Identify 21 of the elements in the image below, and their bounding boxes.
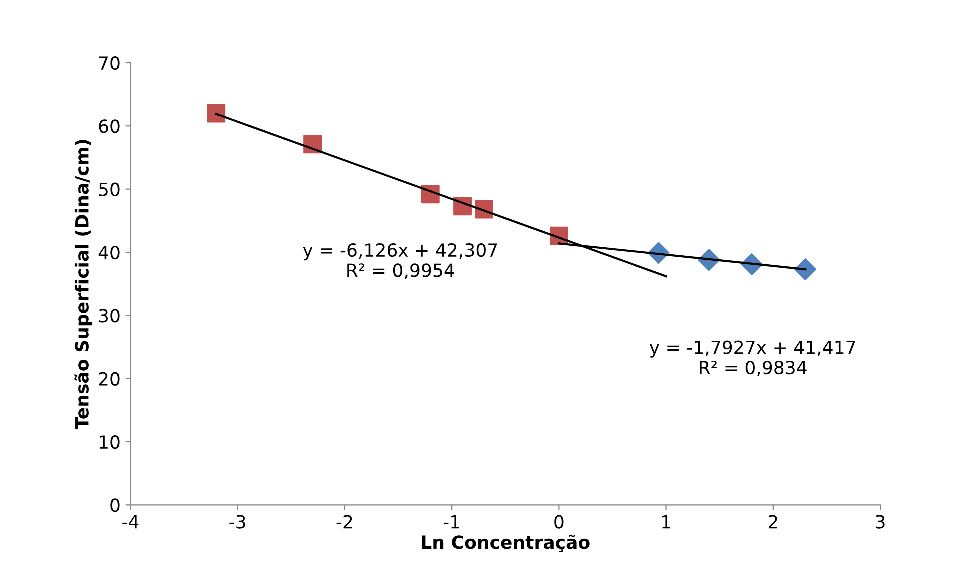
y-axis-title: Tensão Superficial (Dina/cm)	[74, 140, 92, 430]
x-tick-label: -3	[230, 515, 246, 529]
y-tick-label: 30	[99, 309, 120, 323]
x-tick-label: -1	[444, 515, 460, 529]
x-tick-label: 3	[876, 515, 885, 529]
y-tick-label: 10	[100, 435, 120, 450]
point	[207, 104, 226, 123]
x-tick-label: 0	[554, 515, 564, 529]
y-tick-label: 50	[99, 182, 120, 196]
y-tick-label: 20	[99, 372, 120, 386]
x-tick-label: -4	[122, 515, 139, 529]
y-tick-label: 70	[99, 56, 120, 70]
x-tick-label: 1	[662, 515, 670, 529]
annotation: y = -6,126x + 42,307 R² = 0,9954	[303, 243, 498, 280]
x-tick-label: -2	[336, 515, 352, 529]
x-tick-label: 2	[769, 515, 778, 529]
y-tick-label: 40	[98, 246, 120, 260]
x-axis-title: Ln Concentração	[422, 534, 590, 553]
annotation: y = -1,7927x + 41,417 R² = 0,9834	[650, 340, 856, 376]
y-tick-label: 60	[99, 120, 120, 134]
y-tick-label: 0	[110, 498, 120, 512]
